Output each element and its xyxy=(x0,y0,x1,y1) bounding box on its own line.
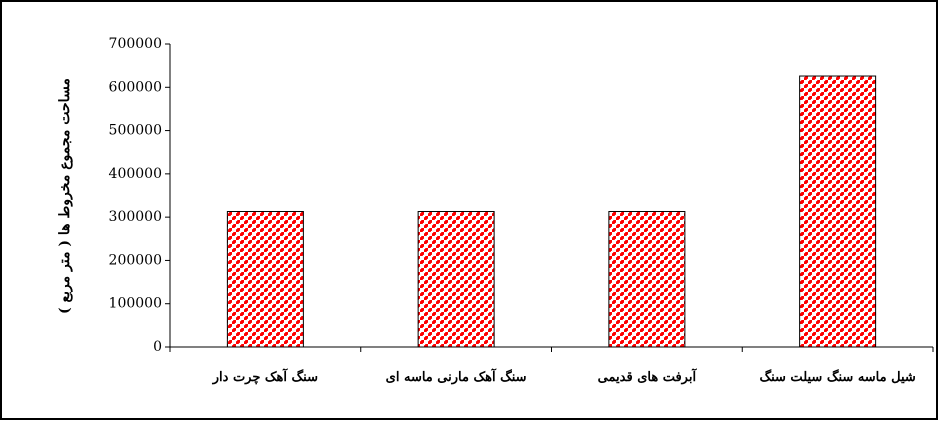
y-axis-label: مساحت مجموع مخروط ها ( متر مربع ) xyxy=(57,78,73,314)
y-tick-label: 200000 xyxy=(109,252,162,268)
y-axis: 0 100000 200000 300000 400000 500000 600000 700… xyxy=(109,36,171,355)
x-tick-label: شیل ماسه سنگ سیلت سنگ xyxy=(759,368,915,385)
y-axis-label-group: مساحت مجموع مخروط ها ( متر مربع ) xyxy=(57,78,73,314)
bar xyxy=(417,211,495,348)
x-tick-label: سنگ آهک چرت دار xyxy=(212,368,318,385)
y-tick-label: 100000 xyxy=(109,296,162,312)
x-tick-labels: سنگ آهک چرت دار سنگ آهک مارنی ماسه ای آبرف… xyxy=(212,368,916,385)
y-tick-label: 300000 xyxy=(109,209,162,225)
y-tick-label: 400000 xyxy=(109,166,162,182)
y-tick-label: 500000 xyxy=(109,123,162,139)
bar xyxy=(608,211,686,348)
bars xyxy=(226,75,877,348)
y-tick-label: 600000 xyxy=(109,79,162,95)
y-tick-label: 0 xyxy=(153,339,162,355)
x-tick-label: سنگ آهک مارنی ماسه ای xyxy=(386,368,527,385)
y-tick-label: 700000 xyxy=(109,36,162,52)
bar xyxy=(799,75,877,348)
x-tick-label: آبرفت های قدیمی xyxy=(598,368,698,385)
bar xyxy=(226,211,304,348)
